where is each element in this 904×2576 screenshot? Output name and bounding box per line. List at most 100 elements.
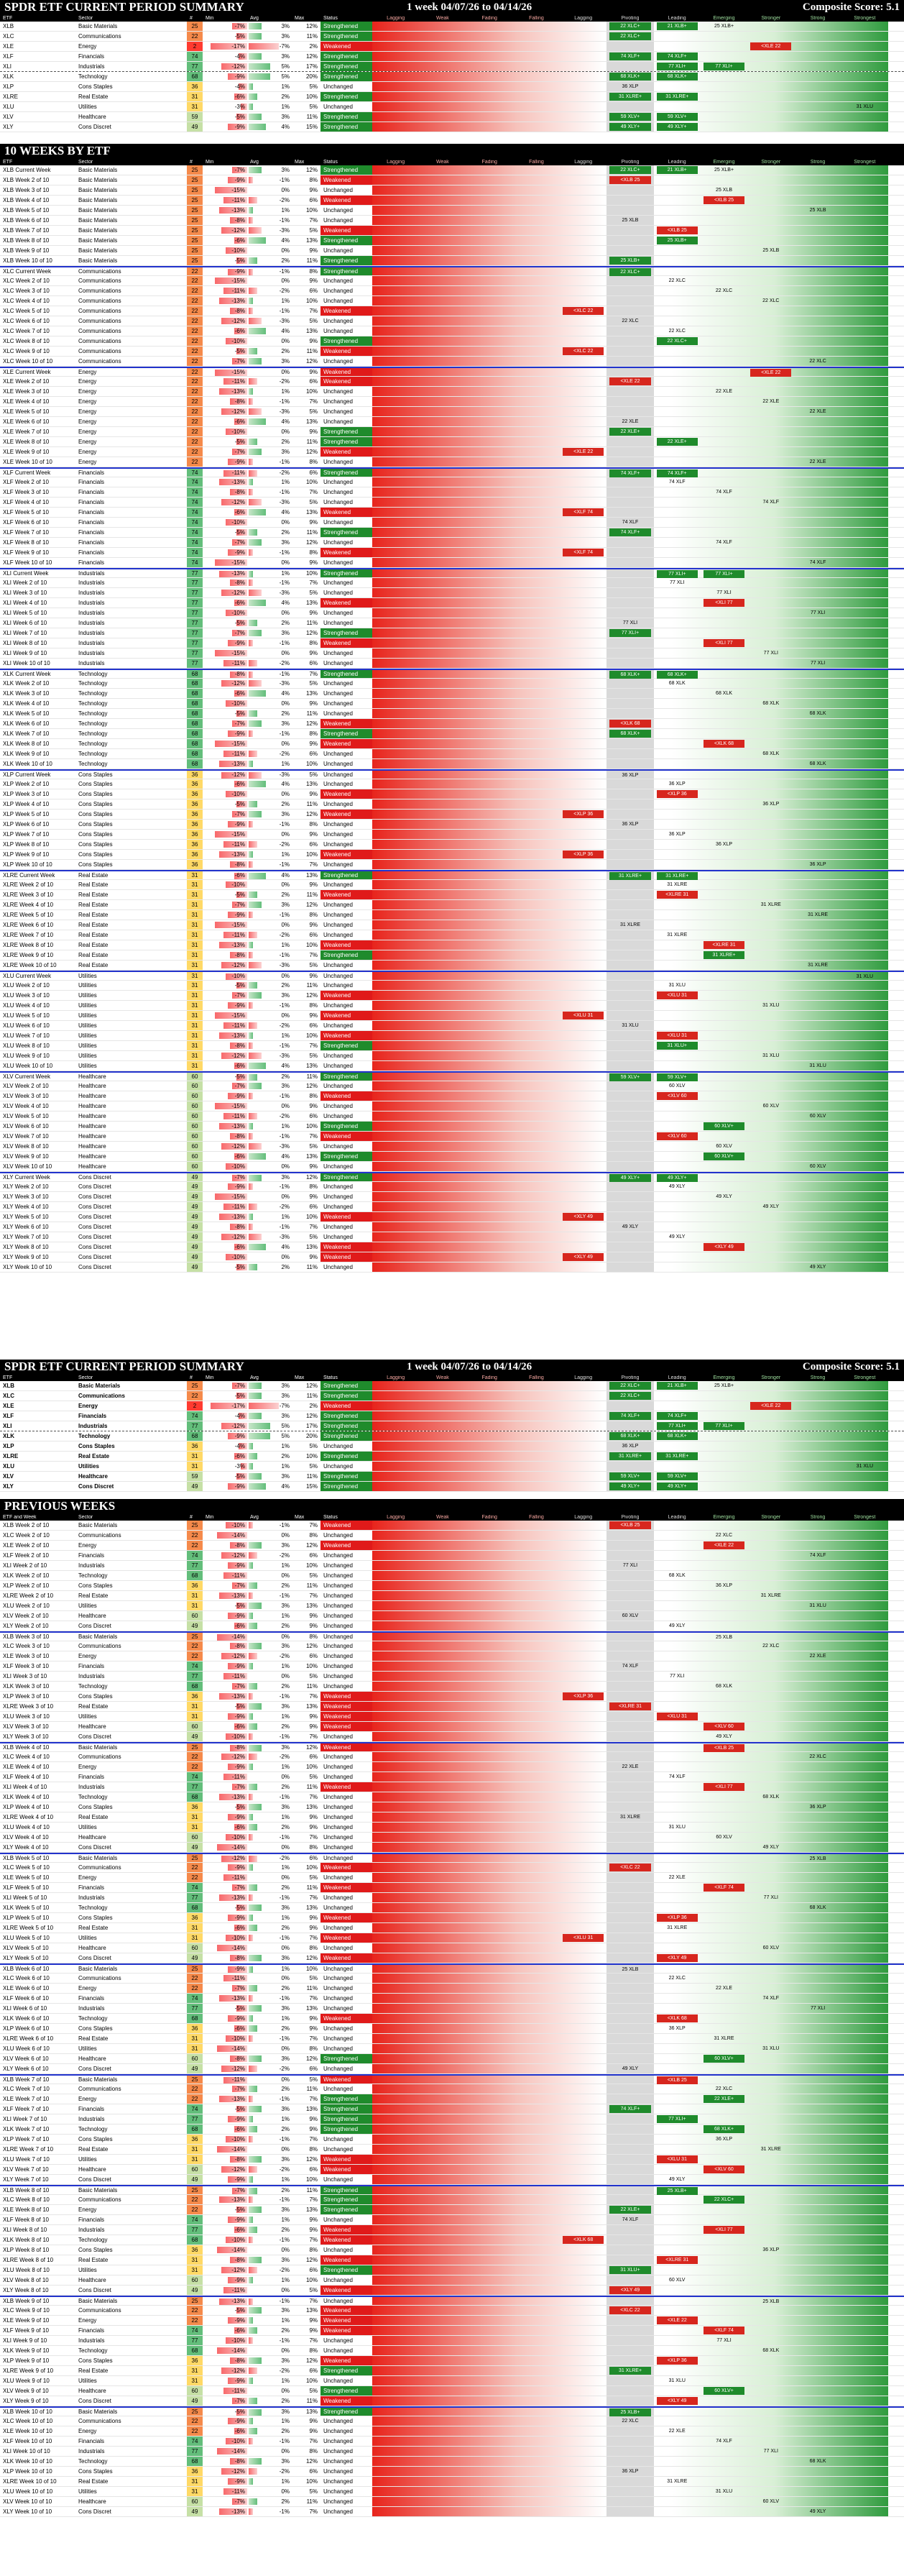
status-cell: Unchanged <box>320 477 372 487</box>
max-cell: 7% <box>309 1794 318 1800</box>
zone-center-band <box>606 2024 654 2033</box>
sector-cell: Utilities <box>78 2267 97 2273</box>
table-row: XLI Week 4 of 10 Industrials 77 -7% 2% 11% Wea… <box>0 1782 904 1792</box>
quadrant-zone: 68 XLK <box>372 1682 888 1691</box>
min-value: -8% <box>234 671 245 677</box>
min-bar <box>215 741 247 747</box>
etf-cell: XLF Week 7 of 10 <box>3 529 49 536</box>
rank-cell: 59 <box>187 1472 203 1481</box>
min-bar <box>221 590 247 596</box>
avg-value: 5% <box>281 1433 290 1439</box>
quadrant-zone: 60 XLV <box>372 1833 888 1842</box>
rank-cell: 77 <box>187 1561 203 1570</box>
zone-background <box>372 588 888 597</box>
status-cell: Weakened <box>320 1132 372 1141</box>
avg-value: -1% <box>279 640 290 646</box>
table-row: XLK Technology 68 -9% 5% 20% Strengthened 68 XL… <box>0 1431 904 1441</box>
quadrant-zone: 60 XLV <box>372 1111 888 1121</box>
max-cell: 13% <box>305 509 318 515</box>
etf-cell: XLB Week 2 of 10 <box>3 177 50 183</box>
min-cell: -4% <box>203 52 247 61</box>
zone-center-band <box>606 1132 654 1141</box>
min-bar <box>241 1463 247 1470</box>
avg-bar <box>249 459 253 465</box>
min-value: -15% <box>231 741 245 747</box>
rank-cell: 25 <box>187 256 203 265</box>
rank-cell: 68 <box>187 719 203 728</box>
table-row: XLK Week 5 of 10 Technology 68 -5% 2% 11% Unch… <box>0 709 904 719</box>
zone-background <box>372 981 888 990</box>
avg-bar <box>249 43 279 50</box>
table-row: XLU Week 9 of 10 Utilities 31 -12% -3% 5% Unch… <box>0 1051 904 1061</box>
min-bar <box>221 227 247 234</box>
zone-background <box>372 930 888 940</box>
avg-cell: 0% <box>247 2145 292 2154</box>
quadrant-zone: 74 XLF <box>372 477 888 487</box>
min-cell: -6% <box>203 1061 247 1071</box>
zone-center-band <box>606 2326 654 2335</box>
table-row: XLY Week 9 of 10 Cons Discret 49 -10% 0% 9% We… <box>0 1252 904 1262</box>
max-cell: 9% <box>309 2025 318 2032</box>
zone-background <box>372 276 888 285</box>
max-cell: 5% <box>309 962 318 968</box>
min-cell: -7% <box>203 719 247 728</box>
quadrant-marker: <XLE 22 <box>563 448 604 456</box>
min-cell: -5% <box>203 981 247 990</box>
avg-bar <box>249 2317 253 2324</box>
quadrant-marker: 68 XLK <box>809 1905 826 1910</box>
avg-value: 3% <box>281 1603 290 1609</box>
quadrant-zone: <XLB 25 <box>372 1743 888 1752</box>
table-row: XLP Week 3 of 10 Cons Staples 36 -13% -1% 7% W… <box>0 1692 904 1702</box>
rank-cell: 77 <box>187 2447 203 2456</box>
table-row: XLF Week 7 of 10 Financials 74 -5% 2% 11% Stre… <box>0 528 904 538</box>
max-cell: 9% <box>309 187 318 193</box>
min-value: -11% <box>231 1975 245 1981</box>
quadrant-marker: 21 XLB+ <box>656 1382 698 1390</box>
min-value: -14% <box>231 1844 245 1851</box>
min-cell: -11% <box>203 1772 247 1782</box>
max-cell: 6% <box>309 1754 318 1760</box>
quadrant-marker: <XLI 77 <box>703 639 745 647</box>
avg-value: 0% <box>281 2076 290 2083</box>
max-cell: 9% <box>309 791 318 797</box>
quadrant-zone: 22 XLC <box>372 286 888 295</box>
rank-cell: 22 <box>187 1984 203 1993</box>
avg-bar <box>249 1935 253 1941</box>
avg-value: 3% <box>281 902 290 908</box>
sector-cell: Cons Staples <box>78 821 113 828</box>
quadrant-marker: 25 XLB <box>762 2299 780 2304</box>
min-value: -7% <box>234 1174 245 1181</box>
avg-value: 1% <box>281 851 290 858</box>
min-value: -10% <box>231 2136 245 2142</box>
quadrant-marker: <XLF 74 <box>703 1884 745 1892</box>
quadrant-zone: <XLY 49 <box>372 2286 888 2295</box>
min-cell: -8% <box>203 487 247 497</box>
sector-cell: Communications <box>78 338 121 344</box>
min-value: -9% <box>234 1864 245 1871</box>
quadrant-zone: 60 XLV+ <box>372 2386 888 2396</box>
table-row: XLRE Week 6 of 10 Real Estate 31 -10% -1% 7% U… <box>0 2034 904 2044</box>
sector-cell: Utilities <box>78 2045 97 2052</box>
min-bar <box>221 1053 247 1059</box>
avg-cell: 1% <box>247 759 292 769</box>
quadrant-marker: 25 XLB+ <box>609 257 651 265</box>
rank-cell: 59 <box>187 112 203 122</box>
min-bar <box>226 519 247 526</box>
status-cell: Unchanged <box>320 407 372 416</box>
table-row: XLRE Week 7 of 10 Real Estate 31 -14% 0% 8% Un… <box>0 2145 904 2155</box>
avg-cell: -3% <box>247 498 292 507</box>
quadrant-marker: 59 XLV+ <box>609 113 651 121</box>
rank-cell: 60 <box>187 1142 203 1151</box>
sector-cell: Real Estate <box>78 922 109 928</box>
rank-cell: 25 <box>187 1743 203 1751</box>
min-cell: -6% <box>203 1242 247 1252</box>
min-bar <box>236 1473 247 1480</box>
quadrant-zone: 25 XLB <box>372 185 888 195</box>
zone-background <box>372 789 888 799</box>
table-row: XLY Week 3 of 10 Cons Discret 49 -15% 0% 9% Un… <box>0 1192 904 1202</box>
etf-cell: XLE Week 6 of 10 <box>3 418 50 425</box>
avg-bar <box>249 1214 253 1220</box>
min-cell: -7% <box>203 1883 247 1892</box>
etf-cell: XLC Week 6 of 10 <box>3 1975 50 1981</box>
status-cell: Unchanged <box>320 1651 372 1661</box>
